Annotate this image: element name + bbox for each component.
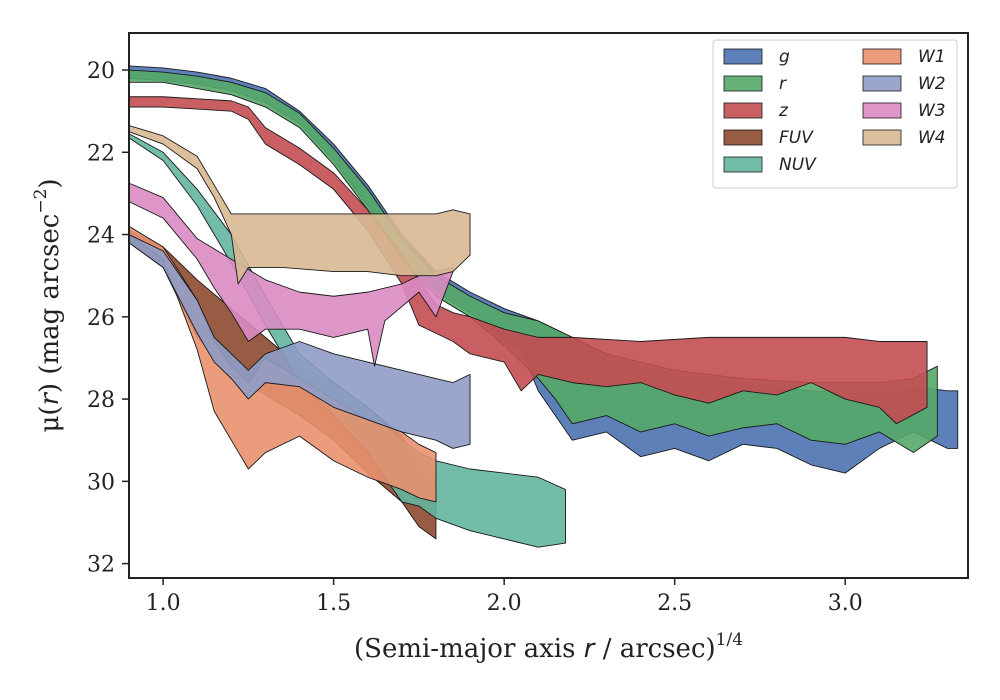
y-tick-label: 32 <box>87 553 115 578</box>
plot-frame <box>128 32 969 579</box>
legend-swatch-w2 <box>862 75 902 92</box>
legend-swatch-w1 <box>862 48 902 65</box>
legend-label-w3: W3 <box>918 101 946 121</box>
legend-swatch-g <box>723 48 763 65</box>
legend-swatch-w3 <box>862 102 902 119</box>
area-w2 <box>128 234 471 449</box>
legend: grz FUV NUV W1 W2 W3 W4 <box>712 39 958 189</box>
area-w3 <box>128 182 454 367</box>
y-axis-label: μ(r) (mag arcsec−2) <box>31 178 65 432</box>
legend-swatch-r <box>723 75 763 92</box>
legend-label-r: r <box>779 74 787 94</box>
series-areas <box>128 65 959 548</box>
y-axis: 20 22 24 26 28 30 32 <box>87 59 129 578</box>
legend-swatch-nuv <box>723 156 763 173</box>
x-tick-label: 1.0 <box>146 591 181 616</box>
area-w4 <box>128 125 471 285</box>
x-tick-label: 2.5 <box>657 591 692 616</box>
legend-swatch-z <box>723 102 763 119</box>
x-tick-label: 2.0 <box>487 591 522 616</box>
y-axis-label-var: r <box>35 392 65 406</box>
x-axis-label-mid: / arcsec) <box>594 634 715 664</box>
y-axis-label-mid: ) (mag arcsec <box>35 214 65 393</box>
x-axis-label-var: r <box>584 634 597 664</box>
y-axis-label-mu: μ( <box>35 406 65 433</box>
x-axis: 1.0 1.5 2.0 2.5 3.0 <box>146 578 863 616</box>
x-axis-label-sup: 1/4 <box>716 630 743 650</box>
legend-label-nuv: NUV <box>779 155 817 175</box>
legend-label-g: g <box>779 47 790 67</box>
legend-label-w2: W2 <box>918 74 946 94</box>
legend-swatch-fuv <box>723 129 763 146</box>
y-tick-label: 22 <box>87 141 115 166</box>
legend-label-w1: W1 <box>918 47 946 67</box>
y-tick-label: 28 <box>87 388 115 413</box>
x-axis-label-pre: (Semi-major axis <box>354 634 584 664</box>
legend-label-fuv: FUV <box>779 128 814 148</box>
x-axis-label: (Semi-major axis r / arcsec)1/4 <box>354 630 743 664</box>
y-tick-label: 26 <box>87 306 115 331</box>
y-tick-label: 20 <box>87 59 115 84</box>
x-tick-label: 3.0 <box>828 591 863 616</box>
legend-swatch-w4 <box>862 129 902 146</box>
y-axis-label-end: ) <box>35 178 65 188</box>
y-axis-label-sup: −2 <box>31 189 51 214</box>
y-tick-label: 24 <box>87 224 115 249</box>
legend-label-z: z <box>778 101 789 121</box>
legend-label-w4: W4 <box>918 128 946 148</box>
x-tick-label: 1.5 <box>316 591 351 616</box>
y-tick-label: 30 <box>87 470 115 495</box>
